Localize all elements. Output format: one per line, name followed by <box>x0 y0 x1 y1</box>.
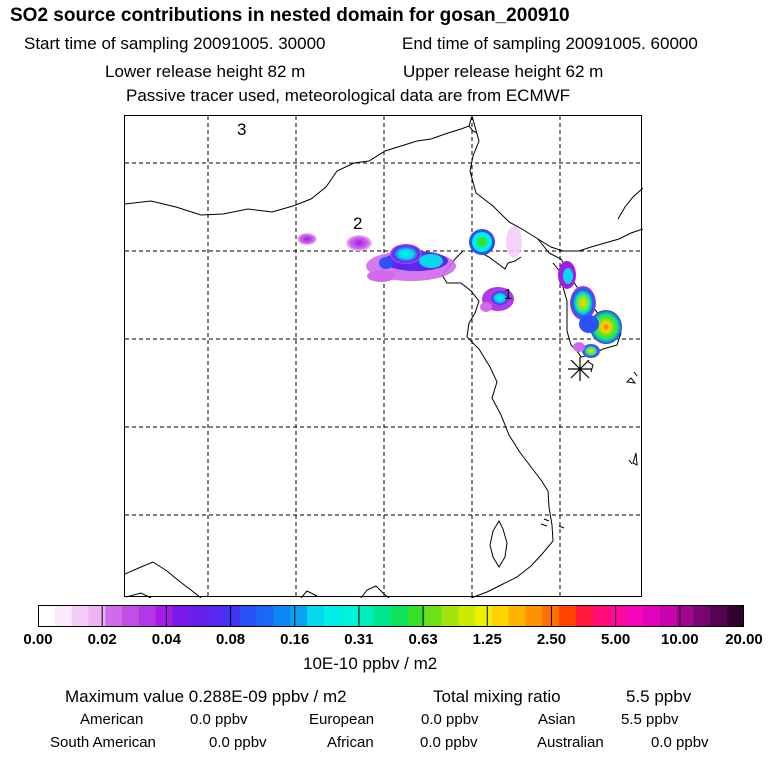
marker-2: 2 <box>353 214 362 233</box>
colorbar-swatch <box>710 605 728 627</box>
colorbar <box>38 605 744 627</box>
total-mixing-value: 5.5 ppbv <box>626 687 692 706</box>
region-value: 0.0 ppbv <box>421 711 479 728</box>
colorbar-swatch <box>508 605 526 627</box>
colorbar-swatch <box>239 605 258 627</box>
page-title: SO2 source contributions in nested domai… <box>10 5 570 26</box>
colorbar-tick-label: 0.08 <box>215 631 246 648</box>
receptor-star-icon <box>568 357 592 381</box>
colorbar-swatch <box>138 605 157 627</box>
region-value: 0.0 ppbv <box>209 734 267 751</box>
colorbar-swatch <box>424 605 442 627</box>
region-name: Asian <box>538 711 576 728</box>
colorbar-swatch <box>71 605 89 627</box>
colorbar-tick-label: 0.00 <box>23 631 53 648</box>
colorbar-swatch <box>575 605 594 627</box>
region-name: European <box>309 711 375 728</box>
marker-1: 1 <box>504 286 512 303</box>
end-time: End time of sampling 20091005. 60000 <box>402 34 698 53</box>
colorbar-swatch <box>105 605 123 627</box>
region-name: American <box>80 711 144 728</box>
colorbar-swatch <box>727 605 744 627</box>
colorbar-swatch <box>542 605 560 627</box>
colorbar-swatch <box>256 605 274 627</box>
colorbar-swatch <box>659 605 678 627</box>
colorbar-swatch <box>122 605 140 627</box>
max-value: Maximum value 0.288E-09 ppbv / m2 <box>65 687 347 706</box>
colorbar-tick-label: 10.00 <box>661 631 699 648</box>
region-name: South American <box>50 734 156 751</box>
colorbar-tick-label: 0.63 <box>408 631 438 648</box>
colorbar-tick-label: 0.16 <box>280 631 310 648</box>
tracer-note: Passive tracer used, meteorological data… <box>126 86 571 105</box>
colorbar-swatch <box>559 605 577 627</box>
colorbar-tick-label: 2.50 <box>536 631 567 648</box>
colorbar-border <box>38 605 744 627</box>
map-grid <box>125 116 643 598</box>
colorbar-swatch <box>676 605 695 627</box>
colorbar-swatch <box>693 605 711 627</box>
colorbar-swatch <box>88 605 106 627</box>
colorbar-swatch <box>290 605 308 627</box>
colorbar-swatch <box>222 605 241 627</box>
colorbar-swatch <box>273 605 291 627</box>
colorbar-swatch <box>609 605 627 627</box>
concentration-plumes <box>297 226 622 358</box>
colorbar-swatch <box>391 605 409 627</box>
lower-release-height: Lower release height 82 m <box>105 62 306 81</box>
colorbar-swatch <box>189 605 207 627</box>
colorbar-tick-label: 20.00 <box>725 631 763 648</box>
colorbar-swatch <box>525 605 543 627</box>
colorbar-swatch <box>592 605 611 627</box>
region-name: African <box>327 734 374 751</box>
colorbar-swatch <box>357 605 375 627</box>
colorbar-swatch <box>54 605 73 627</box>
colorbar-swatch <box>206 605 224 627</box>
total-mixing-label: Total mixing ratio <box>433 687 561 706</box>
region-value: 0.0 ppbv <box>651 734 709 751</box>
colorbar-swatch <box>172 605 190 627</box>
region-name: Australian <box>537 734 604 751</box>
colorbar-tick-label: 0.04 <box>151 631 181 648</box>
colorbar-swatch <box>491 605 510 627</box>
colorbar-swatch <box>306 605 325 627</box>
colorbar-swatch <box>340 605 358 627</box>
colorbar-swatch <box>626 605 644 627</box>
colorbar-swatch <box>458 605 476 627</box>
start-time: Start time of sampling 20091005. 30000 <box>24 34 326 53</box>
colorbar-swatch <box>323 605 342 627</box>
colorbar-swatch <box>155 605 173 627</box>
colorbar-tick-label: 1.25 <box>472 631 502 648</box>
marker-3: 3 <box>237 120 246 139</box>
colorbar-swatch <box>643 605 661 627</box>
colorbar-tick-label: 5.00 <box>601 631 631 648</box>
upper-release-height: Upper release height 62 m <box>403 62 604 81</box>
region-value: 5.5 ppbv <box>621 711 679 728</box>
colorbar-swatch <box>374 605 392 627</box>
map-svg: 3 2 1 <box>125 116 643 598</box>
region-value: 0.0 ppbv <box>190 711 248 728</box>
colorbar-tick-label: 0.31 <box>344 631 374 648</box>
colorbar-swatch <box>475 605 493 627</box>
map-panel: 3 2 1 <box>124 115 643 598</box>
colorbar-tick-label: 0.02 <box>87 631 117 648</box>
colorbar-unit: 10E-10 ppbv / m2 <box>303 654 438 673</box>
colorbar-swatch <box>441 605 459 627</box>
colorbar-swatch <box>38 605 56 627</box>
region-value: 0.0 ppbv <box>420 734 478 751</box>
colorbar-swatch <box>407 605 426 627</box>
coastlines <box>125 116 643 598</box>
